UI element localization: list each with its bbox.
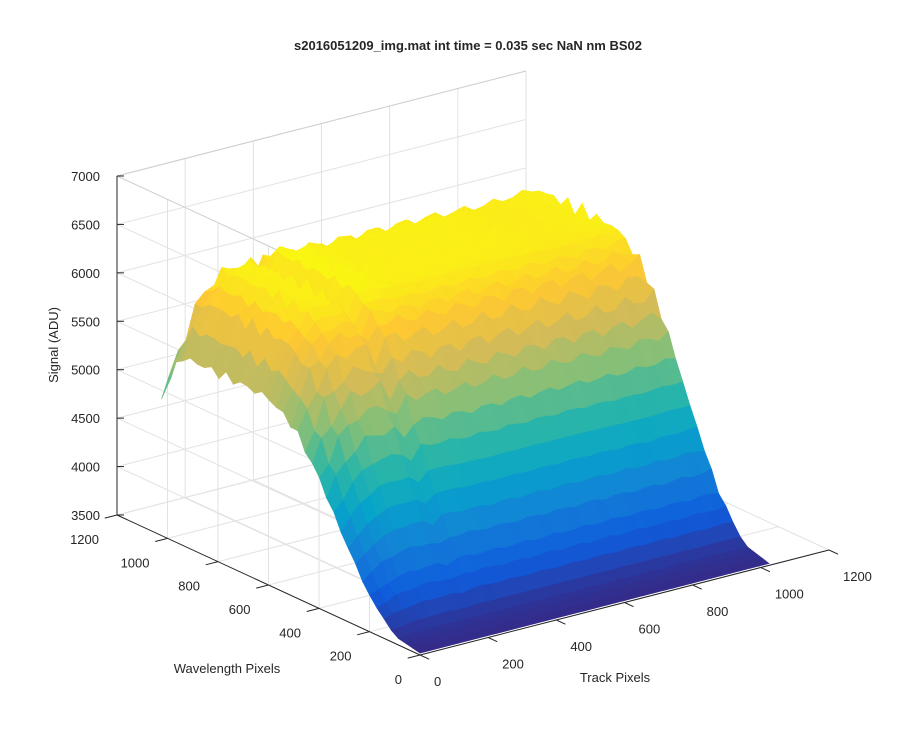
y-tick-mark [205,561,219,566]
y-tick-mark [357,631,370,636]
y-tick-label: 1200 [70,532,99,547]
z-tick-label: 7000 [71,169,100,184]
z-tick-label: 3500 [71,508,100,523]
back-grid-line [116,167,527,274]
y-tick-mark [407,654,421,659]
z-tick-label: 6500 [71,217,100,232]
x-tick-label: 600 [638,622,660,637]
x-tick-mark [624,602,634,608]
back-grid-line [116,118,527,225]
x-tick-label: 800 [707,604,729,619]
x-tick-mark [419,654,430,660]
x-axis-label: Track Pixels [580,670,651,685]
z-tick-label: 5500 [71,314,100,329]
x-tick-label: 400 [570,639,592,654]
y-tick-label: 800 [178,579,200,594]
y-tick-mark [155,537,168,542]
y-tick-mark [256,584,269,589]
x-tick-mark [556,619,566,625]
y-tick-label: 0 [395,672,402,687]
x-tick-label: 0 [434,674,441,689]
y-tick-label: 1000 [121,555,150,570]
surface-patch [751,557,770,567]
x-tick-mark [828,549,839,555]
x-tick-label: 1200 [843,569,872,584]
x-tick-mark [760,567,771,573]
z-tick-label: 5000 [71,363,100,378]
z-tick-label: 4000 [71,460,100,475]
y-tick-label: 400 [279,625,301,640]
x-tick-label: 200 [502,657,524,672]
axis-lines [104,175,839,660]
y-tick-mark [104,514,118,519]
y-tick-label: 600 [229,602,251,617]
y-tick-mark [306,607,320,612]
z-tick-label: 4500 [71,411,100,426]
z-axis-label: Signal (ADU) [46,307,61,383]
box-edge [116,70,527,177]
y-axis-label: Wavelength Pixels [174,661,281,676]
x-tick-mark [692,584,702,590]
y-tick-label: 200 [330,649,352,664]
x-tick-mark [487,637,498,643]
z-tick-label: 6000 [71,266,100,281]
x-tick-label: 1000 [775,587,804,602]
chart-title: s2016051209_img.mat int time = 0.035 sec… [294,38,642,53]
tick-labels: 0 200 400 600 800 1000 1200 0 200 400 600 800 1000 12… [70,169,872,689]
surface-mesh [161,189,770,654]
